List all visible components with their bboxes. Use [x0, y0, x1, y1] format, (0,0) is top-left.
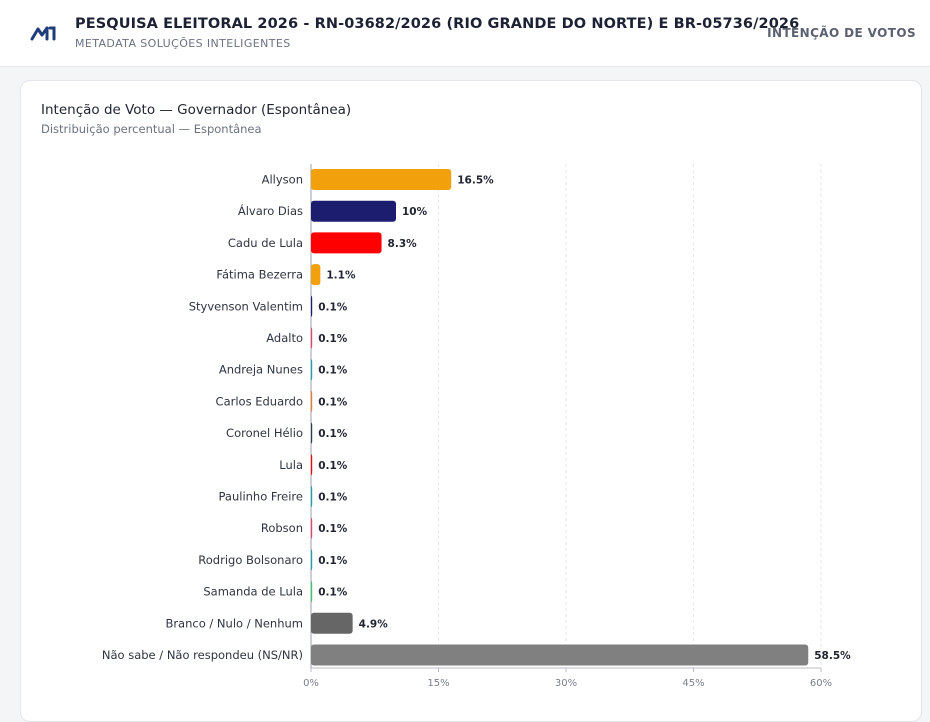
chart-title: Intenção de Voto — Governador (Espontâne… [41, 102, 352, 118]
nav-link-intencao-de-votos[interactable]: INTENÇÃO DE VOTOS [767, 26, 916, 40]
value-label: 0.1% [318, 587, 348, 599]
top-bar: PESQUISA ELEITORAL 2026 - RN-03682/2026 … [0, 0, 930, 67]
bar [311, 422, 313, 444]
bar [311, 612, 353, 634]
value-label: 0.1% [318, 333, 348, 345]
category-label: Styvenson Valentim [189, 299, 303, 313]
bar [311, 200, 396, 222]
value-label: 0.1% [318, 365, 348, 377]
bar-chart: 0% 15% 30% 45% 60% Allyson 16.5% Álvaro Dias 10%… [102, 164, 851, 689]
value-label: 0.1% [318, 492, 348, 504]
category-label: Paulinho Freire [219, 490, 304, 504]
category-label: Lula [279, 458, 303, 472]
bar [311, 264, 321, 286]
x-tick-label: 15% [427, 678, 449, 689]
category-label: Samanda de Lula [203, 585, 303, 599]
x-tick-label: 0% [303, 678, 319, 689]
bar [311, 232, 382, 254]
category-label: Coronel Hélio [226, 426, 303, 440]
value-label: 0.1% [318, 555, 348, 567]
page-subtitle: METADATA SOLUÇÕES INTELIGENTES [75, 37, 291, 50]
value-label: 1.1% [326, 270, 356, 282]
category-label: Rodrigo Bolsonaro [198, 553, 303, 567]
category-label: Carlos Eduardo [216, 394, 303, 408]
category-label: Andreja Nunes [219, 363, 303, 377]
value-label: 4.9% [359, 618, 389, 630]
x-tick-label: 30% [555, 678, 577, 689]
value-label: 16.5% [457, 175, 494, 187]
bar [311, 486, 313, 507]
chart-card: Intenção de Voto — Governador (Espontâne… [20, 80, 922, 722]
bar [311, 549, 313, 571]
bar [311, 359, 313, 381]
chart-subtitle: Distribuição percentual — Espontânea [41, 122, 262, 136]
value-label: 58.5% [814, 650, 851, 662]
bar [311, 454, 313, 476]
value-label: 0.1% [318, 428, 348, 440]
category-label: Não sabe / Não respondeu (NS/NR) [102, 648, 303, 662]
bar [311, 327, 313, 349]
category-label: Allyson [262, 173, 303, 187]
bar [311, 644, 809, 666]
bar [311, 169, 452, 190]
bar [311, 581, 313, 603]
metadata-logo-icon [30, 26, 56, 41]
category-label: Cadu de Lula [228, 236, 303, 250]
category-label: Robson [261, 521, 303, 535]
category-label: Fátima Bezerra [216, 268, 303, 282]
bar [311, 517, 313, 539]
category-label: Adalto [266, 331, 303, 345]
value-label: 0.1% [318, 523, 348, 535]
x-tick-label: 60% [810, 678, 832, 689]
bar [311, 390, 313, 412]
value-label: 0.1% [318, 460, 348, 472]
page-title: PESQUISA ELEITORAL 2026 - RN-03682/2026 … [75, 16, 800, 32]
x-tick-label: 45% [682, 678, 704, 689]
category-label: Branco / Nulo / Nenhum [165, 616, 303, 630]
category-label: Álvaro Dias [238, 203, 303, 218]
value-label: 0.1% [318, 396, 348, 408]
value-label: 0.1% [318, 301, 348, 313]
value-label: 8.3% [388, 238, 418, 250]
value-label: 10% [402, 206, 428, 218]
bar [311, 295, 313, 317]
